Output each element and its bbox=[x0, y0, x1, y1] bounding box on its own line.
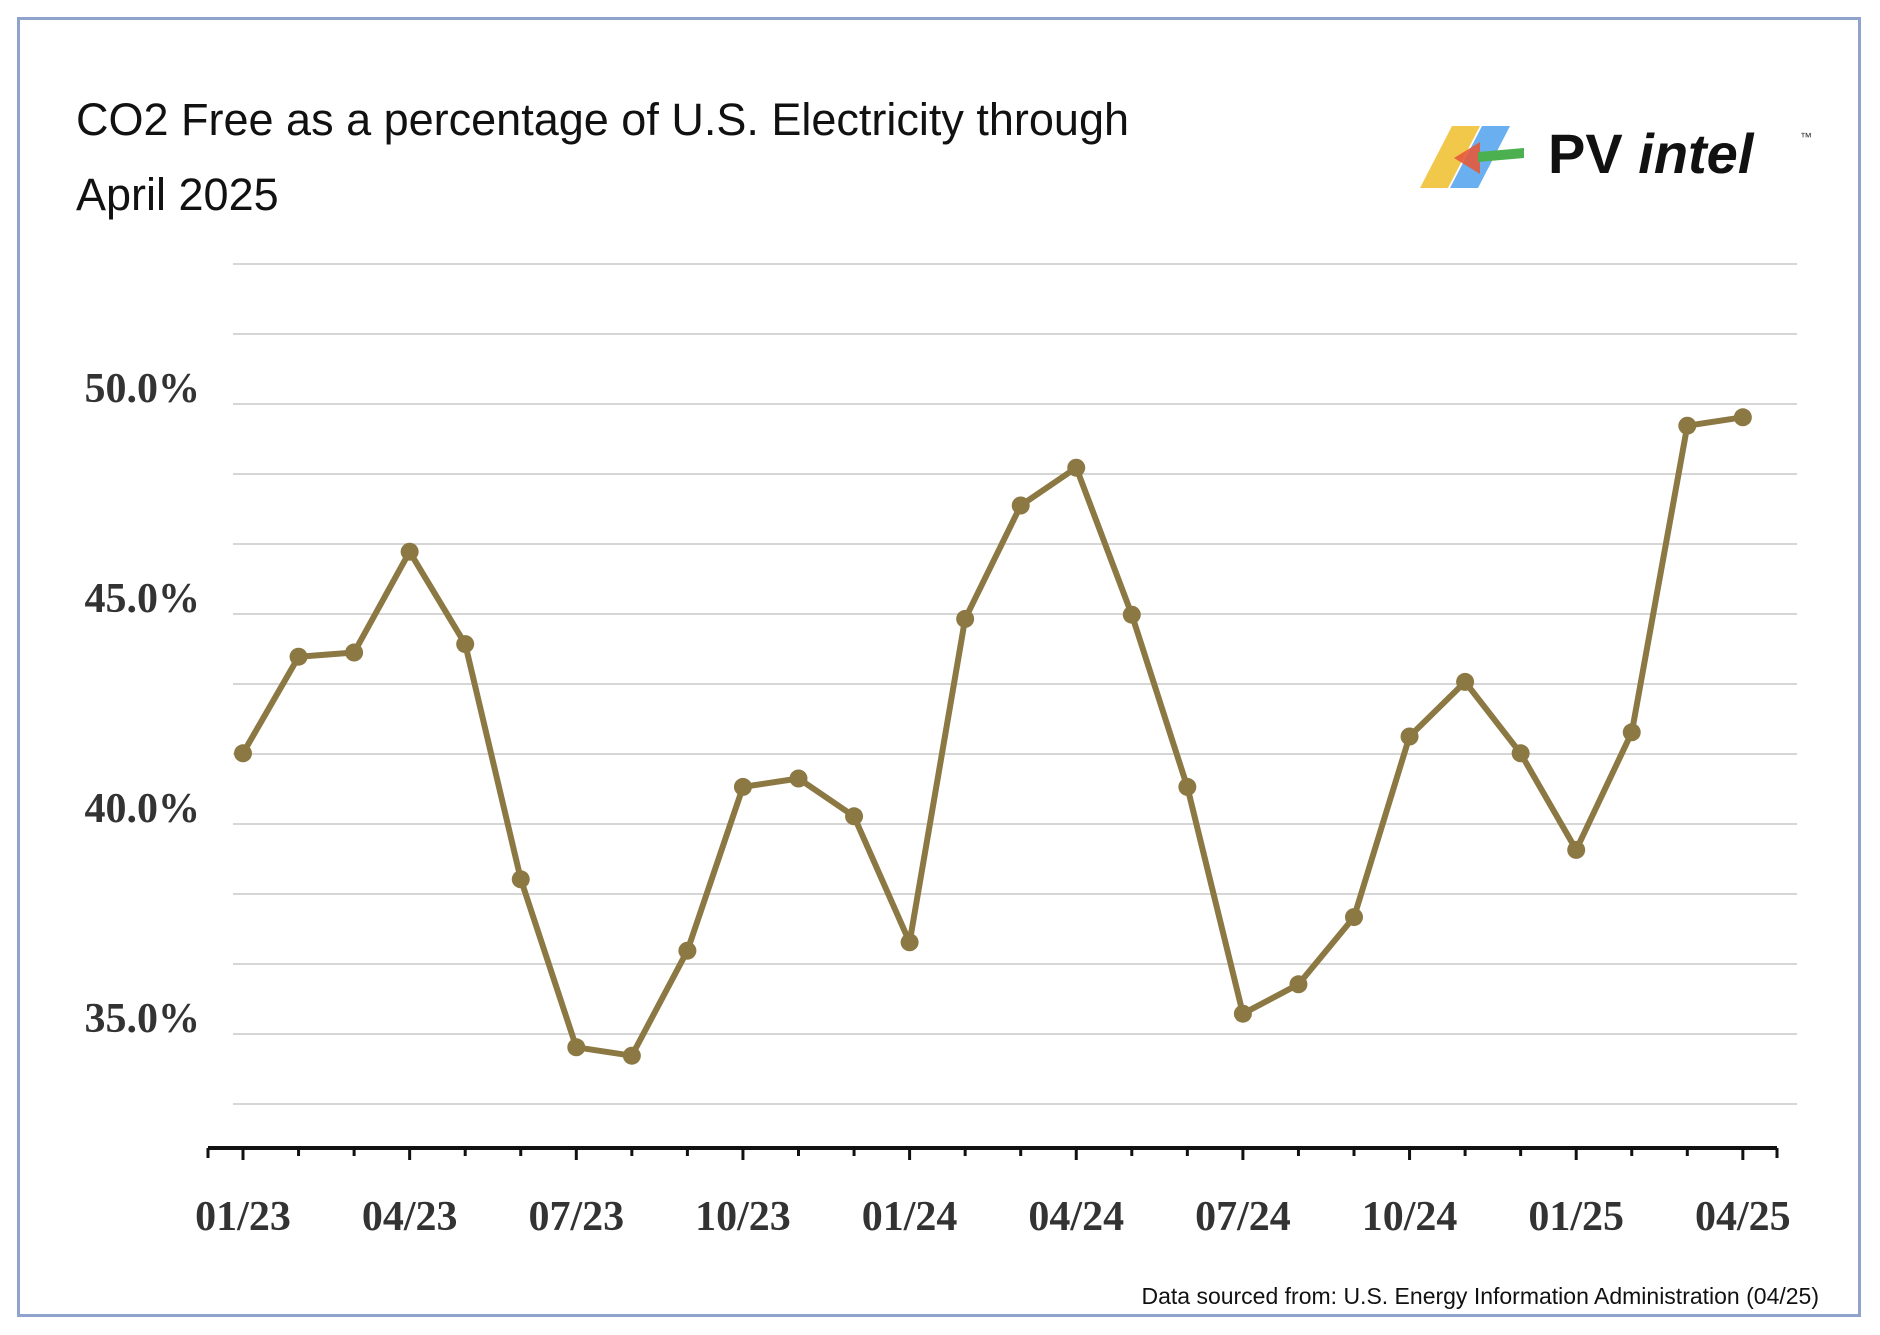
data-point bbox=[511, 870, 530, 889]
data-point bbox=[1400, 727, 1419, 746]
data-point bbox=[1733, 408, 1752, 427]
data-point bbox=[845, 807, 864, 826]
y-tick-label: 45.0% bbox=[85, 576, 201, 622]
data-point bbox=[1567, 840, 1586, 859]
x-tick-label: 10/24 bbox=[1362, 1194, 1458, 1240]
data-point bbox=[733, 777, 752, 796]
x-tick-label: 01/25 bbox=[1528, 1194, 1624, 1240]
data-point bbox=[900, 933, 919, 952]
data-point bbox=[1122, 605, 1141, 624]
data-point bbox=[234, 744, 252, 763]
series-line bbox=[240, 414, 1746, 1059]
data-point bbox=[1289, 975, 1308, 994]
trademark-symbol: ™ bbox=[1800, 130, 1812, 144]
data-point bbox=[1678, 416, 1697, 435]
data-point bbox=[456, 635, 475, 654]
data-point bbox=[956, 609, 975, 628]
y-tick-label: 35.0% bbox=[85, 996, 201, 1042]
chart-title: CO2 Free as a percentage of U.S. Electri… bbox=[76, 82, 1226, 232]
brand-logo: PV intel ™ bbox=[1420, 112, 1820, 202]
data-point bbox=[345, 643, 364, 662]
source-note: Data sourced from: U.S. Energy Informati… bbox=[1141, 1283, 1819, 1309]
pv-intel-logo-icon bbox=[1420, 126, 1524, 188]
chart-title-line1: CO2 Free as a percentage of U.S. Electri… bbox=[76, 94, 1129, 145]
x-tick-label: 07/23 bbox=[528, 1194, 624, 1240]
x-tick-label: 04/24 bbox=[1028, 1194, 1124, 1240]
x-tick-label: 07/24 bbox=[1195, 1194, 1291, 1240]
data-point bbox=[1011, 496, 1030, 515]
data-point bbox=[1511, 744, 1530, 763]
y-tick-label: 40.0% bbox=[85, 786, 201, 832]
data-point bbox=[678, 941, 697, 960]
data-point bbox=[789, 769, 808, 788]
data-point bbox=[567, 1038, 586, 1057]
data-point bbox=[1345, 908, 1363, 927]
x-tick-label: 01/24 bbox=[862, 1194, 958, 1240]
x-tick-label: 04/25 bbox=[1695, 1194, 1791, 1240]
brand-name-part2: intel bbox=[1638, 122, 1754, 185]
data-point bbox=[1456, 672, 1475, 691]
brand-name-part1: PV bbox=[1548, 122, 1623, 185]
data-point bbox=[289, 647, 308, 666]
data-point bbox=[1067, 458, 1086, 477]
data-point bbox=[1622, 723, 1641, 742]
chart-title-line2: April 2025 bbox=[76, 169, 279, 220]
brand-name: PV intel bbox=[1548, 126, 1753, 182]
data-point bbox=[1178, 777, 1197, 796]
x-tick-label: 10/23 bbox=[695, 1194, 791, 1240]
x-tick-label: 04/23 bbox=[362, 1194, 458, 1240]
chart-frame bbox=[17, 17, 1861, 1317]
data-point bbox=[622, 1046, 641, 1065]
x-tick-label: 01/23 bbox=[195, 1194, 291, 1240]
data-point bbox=[400, 542, 419, 561]
y-tick-label: 50.0% bbox=[85, 366, 201, 412]
data-point bbox=[1233, 1004, 1252, 1023]
